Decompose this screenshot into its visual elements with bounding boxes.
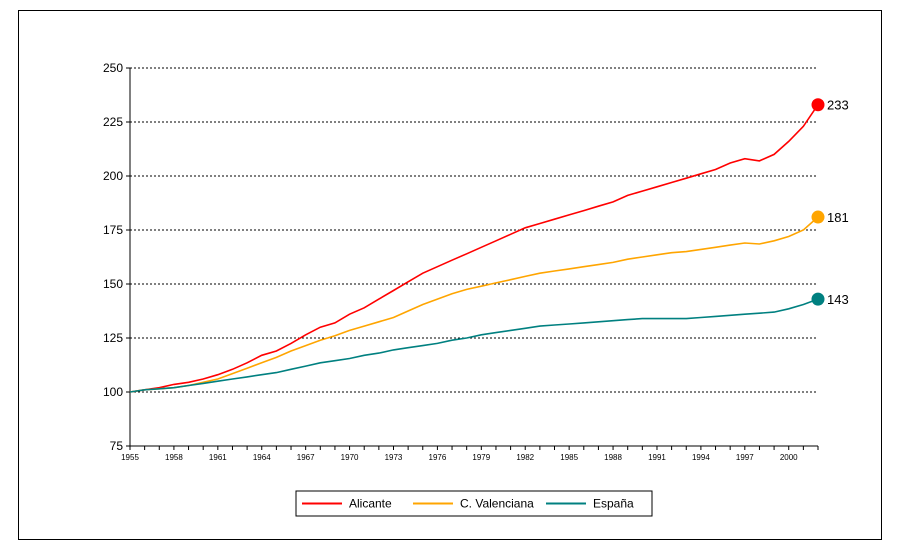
series-line-1 xyxy=(129,216,819,393)
legend-label-1: C. Valenciana xyxy=(460,497,534,511)
series-end-marker-2 xyxy=(811,292,825,306)
legend-label-0: Alicante xyxy=(349,497,392,511)
series-end-label-2: 143 xyxy=(827,292,849,307)
legend: Alicante C. Valenciana España xyxy=(295,490,653,517)
x-tick-label: 1955 xyxy=(121,453,139,462)
x-tick-label: 1964 xyxy=(253,453,271,462)
x-tick-label: 1958 xyxy=(165,453,183,462)
series-line-2 xyxy=(129,298,819,393)
x-tick-label: 1997 xyxy=(736,453,754,462)
y-tick-label: 250 xyxy=(103,61,123,75)
x-tick-label: 1988 xyxy=(604,453,622,462)
series-lines xyxy=(129,98,825,393)
legend-box xyxy=(295,490,653,517)
x-tick-label: 2000 xyxy=(780,453,798,462)
x-tick-label: 1991 xyxy=(648,453,666,462)
y-tick-label: 150 xyxy=(103,277,123,291)
y-tick-label: 100 xyxy=(103,385,123,399)
tick-labels: 75 100 125 150 175 200 225 250 1955 1958 1961 1964 1… xyxy=(103,61,849,462)
x-tick-label: 1982 xyxy=(516,453,534,462)
y-tick-label: 175 xyxy=(103,223,123,237)
y-tick-label: 200 xyxy=(103,169,123,183)
y-tick-label: 225 xyxy=(103,115,123,129)
series-end-label-0: 233 xyxy=(827,98,849,113)
axes xyxy=(126,67,819,450)
gridlines xyxy=(130,67,818,393)
x-tick-label: 1961 xyxy=(209,453,227,462)
series-line-0 xyxy=(129,104,819,393)
x-tick-label: 1994 xyxy=(692,453,710,462)
legend-label-2: España xyxy=(593,497,634,511)
y-tick-label: 125 xyxy=(103,331,123,345)
x-tick-label: 1979 xyxy=(472,453,490,462)
series-end-marker-1 xyxy=(811,210,825,224)
y-tick-label: 75 xyxy=(110,439,124,453)
chart-frame xyxy=(18,10,882,540)
series-end-label-1: 181 xyxy=(827,210,849,225)
x-tick-label: 1976 xyxy=(429,453,447,462)
x-tick-label: 1970 xyxy=(341,453,359,462)
x-tick-label: 1985 xyxy=(560,453,578,462)
series-end-marker-0 xyxy=(811,98,825,112)
x-tick-label: 1973 xyxy=(385,453,403,462)
x-tick-label: 1967 xyxy=(297,453,315,462)
